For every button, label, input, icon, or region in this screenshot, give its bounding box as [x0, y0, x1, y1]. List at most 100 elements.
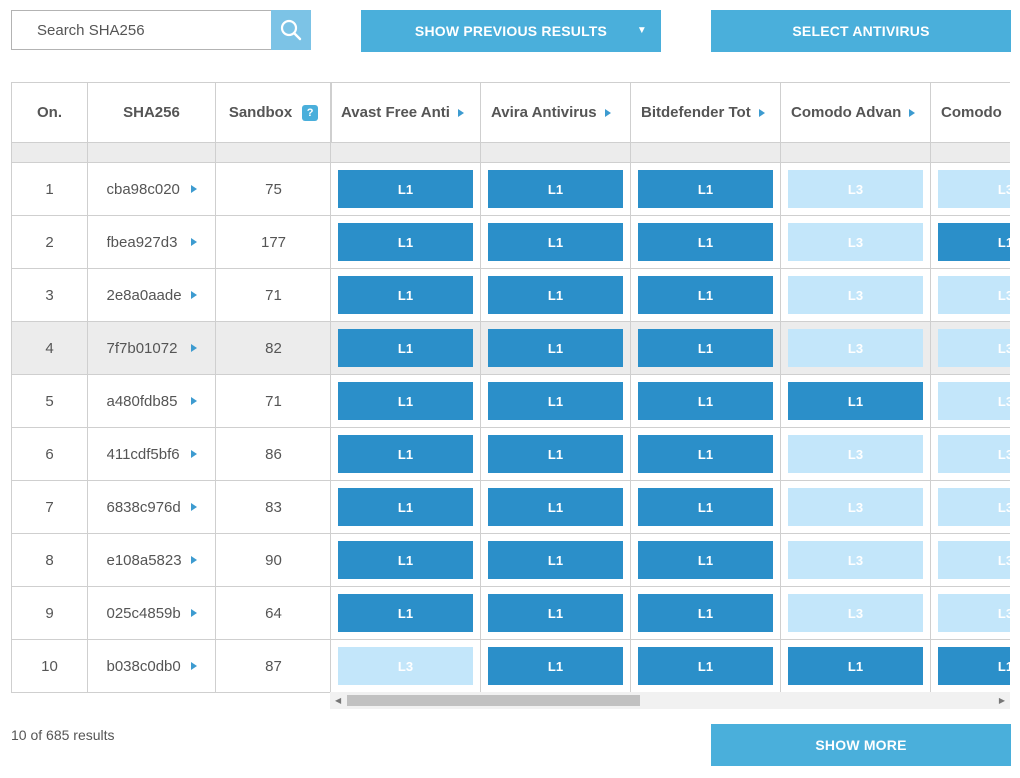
expand-arrow-icon[interactable] [190, 503, 197, 512]
detection-level-badge[interactable]: L1 [488, 170, 623, 208]
detection-level-badge[interactable]: L1 [638, 647, 773, 685]
detection-level-badge[interactable]: L1 [638, 382, 773, 420]
detection-level-badge[interactable]: L3 [788, 170, 923, 208]
sha256-cell[interactable]: cba98c020 [87, 162, 216, 216]
sha256-cell[interactable]: 025c4859b [87, 586, 216, 640]
sha256-cell[interactable]: a480fdb85 [87, 374, 216, 428]
scrollbar-thumb[interactable] [347, 695, 640, 706]
expand-arrow-icon[interactable] [604, 108, 611, 117]
expand-arrow-icon[interactable] [909, 108, 916, 117]
detection-level-badge[interactable]: L1 [488, 276, 623, 314]
detection-level-badge[interactable]: L3 [938, 541, 1010, 579]
antivirus-column-header[interactable]: Bitdefender Tot [630, 82, 781, 143]
table-row[interactable]: 1 cba98c020 75 [11, 162, 332, 216]
sha256-cell[interactable]: 411cdf5bf6 [87, 427, 216, 481]
detection-level-badge[interactable]: L1 [338, 594, 473, 632]
detection-level-badge[interactable]: L1 [638, 541, 773, 579]
expand-arrow-icon[interactable] [190, 291, 197, 300]
expand-arrow-icon[interactable] [190, 344, 197, 353]
detection-level-badge[interactable]: L1 [338, 276, 473, 314]
table-row[interactable]: 7 6838c976d 83 [11, 480, 332, 534]
select-antivirus-button[interactable]: SELECT ANTIVIRUS [711, 10, 1011, 52]
detection-level-badge[interactable]: L1 [788, 647, 923, 685]
detection-level-badge[interactable]: L1 [488, 594, 623, 632]
search-input[interactable] [11, 10, 271, 50]
table-row[interactable]: 6 411cdf5bf6 86 [11, 427, 332, 481]
sha256-cell[interactable]: 7f7b01072 [87, 321, 216, 375]
detection-level-badge[interactable]: L3 [938, 594, 1010, 632]
detection-level-badge[interactable]: L1 [338, 170, 473, 208]
detection-level-badge[interactable]: L1 [638, 435, 773, 473]
detection-level-badge[interactable]: L1 [338, 223, 473, 261]
detection-level-badge[interactable]: L3 [788, 594, 923, 632]
detection-level-badge[interactable]: L3 [938, 382, 1010, 420]
scroll-right-icon[interactable]: ▶ [998, 696, 1005, 705]
expand-arrow-icon[interactable] [190, 185, 197, 194]
expand-arrow-icon[interactable] [190, 609, 197, 618]
detection-level-badge[interactable]: L1 [488, 329, 623, 367]
antivirus-column-header[interactable]: Comodo [930, 82, 1010, 143]
detection-level-badge[interactable]: L3 [938, 170, 1010, 208]
expand-arrow-icon[interactable] [190, 556, 197, 565]
detection-level-badge[interactable]: L1 [488, 647, 623, 685]
detection-level-badge[interactable]: L1 [338, 541, 473, 579]
detection-level-badge[interactable]: L3 [788, 223, 923, 261]
detection-level-badge[interactable]: L3 [788, 329, 923, 367]
detection-level-badge[interactable]: L1 [488, 488, 623, 526]
search-button[interactable] [271, 10, 311, 50]
help-icon[interactable]: ? [302, 105, 319, 122]
scroll-left-icon[interactable]: ◀ [335, 696, 342, 705]
expand-arrow-icon[interactable] [190, 238, 197, 247]
detection-level-badge[interactable]: L1 [788, 382, 923, 420]
table-row[interactable]: 3 2e8a0aade 71 [11, 268, 332, 322]
expand-arrow-icon[interactable] [457, 108, 464, 117]
detection-level-badge[interactable]: L1 [488, 223, 623, 261]
expand-arrow-icon[interactable] [190, 662, 197, 671]
detection-level-badge[interactable]: L3 [788, 276, 923, 314]
detection-level-badge[interactable]: L3 [788, 541, 923, 579]
detection-level-badge[interactable]: L3 [338, 647, 473, 685]
detection-level-badge[interactable]: L1 [638, 488, 773, 526]
detection-level-badge[interactable]: L1 [338, 382, 473, 420]
column-header-sandbox[interactable]: Sandbox? [215, 82, 332, 143]
detection-level-badge[interactable]: L1 [638, 170, 773, 208]
table-row[interactable]: 9 025c4859b 64 [11, 586, 332, 640]
detection-level-badge[interactable]: L1 [938, 223, 1010, 261]
antivirus-column-header[interactable]: Avast Free Anti [330, 82, 481, 143]
detection-level-badge[interactable]: L3 [938, 276, 1010, 314]
antivirus-column-header[interactable]: Avira Antivirus [480, 82, 631, 143]
table-row[interactable]: 5 a480fdb85 71 [11, 374, 332, 428]
sha256-cell[interactable]: b038c0db0 [87, 639, 216, 693]
detection-level-badge[interactable]: L1 [938, 647, 1010, 685]
antivirus-column-header[interactable]: Comodo Advan [780, 82, 931, 143]
sha256-cell[interactable]: 6838c976d [87, 480, 216, 534]
expand-arrow-icon[interactable] [190, 397, 197, 406]
detection-level-badge[interactable]: L1 [338, 488, 473, 526]
detection-level-badge[interactable]: L1 [638, 276, 773, 314]
expand-arrow-icon[interactable] [758, 108, 765, 117]
detection-level-badge[interactable]: L3 [938, 488, 1010, 526]
detection-level-badge[interactable]: L3 [938, 435, 1010, 473]
sha256-cell[interactable]: e108a5823 [87, 533, 216, 587]
show-previous-results-dropdown[interactable]: SHOW PREVIOUS RESULTS ▼ [361, 10, 661, 52]
detection-level-badge[interactable]: L1 [488, 541, 623, 579]
detection-level-badge[interactable]: L1 [338, 435, 473, 473]
detection-level-badge[interactable]: L3 [788, 435, 923, 473]
detection-level-badge[interactable]: L1 [488, 382, 623, 420]
detection-level-badge[interactable]: L1 [638, 329, 773, 367]
column-header-sha256[interactable]: SHA256 [87, 82, 216, 143]
sha256-cell[interactable]: 2e8a0aade [87, 268, 216, 322]
antivirus-scroll-area[interactable]: Avast Free Anti Avira Antivirus Bitdefende… [330, 82, 1010, 692]
table-row[interactable]: 2 fbea927d3 177 [11, 215, 332, 269]
table-row[interactable]: 10 b038c0db0 87 [11, 639, 332, 693]
detection-level-badge[interactable]: L1 [338, 329, 473, 367]
detection-level-badge[interactable]: L3 [788, 488, 923, 526]
table-row[interactable]: 8 e108a5823 90 [11, 533, 332, 587]
sha256-cell[interactable]: fbea927d3 [87, 215, 216, 269]
table-row[interactable]: 4 7f7b01072 82 [11, 321, 332, 375]
detection-level-badge[interactable]: L1 [638, 223, 773, 261]
detection-level-badge[interactable]: L3 [938, 329, 1010, 367]
expand-arrow-icon[interactable] [190, 450, 197, 459]
horizontal-scrollbar[interactable]: ◀ ▶ [330, 692, 1010, 709]
column-header-on[interactable]: On. [11, 82, 88, 143]
